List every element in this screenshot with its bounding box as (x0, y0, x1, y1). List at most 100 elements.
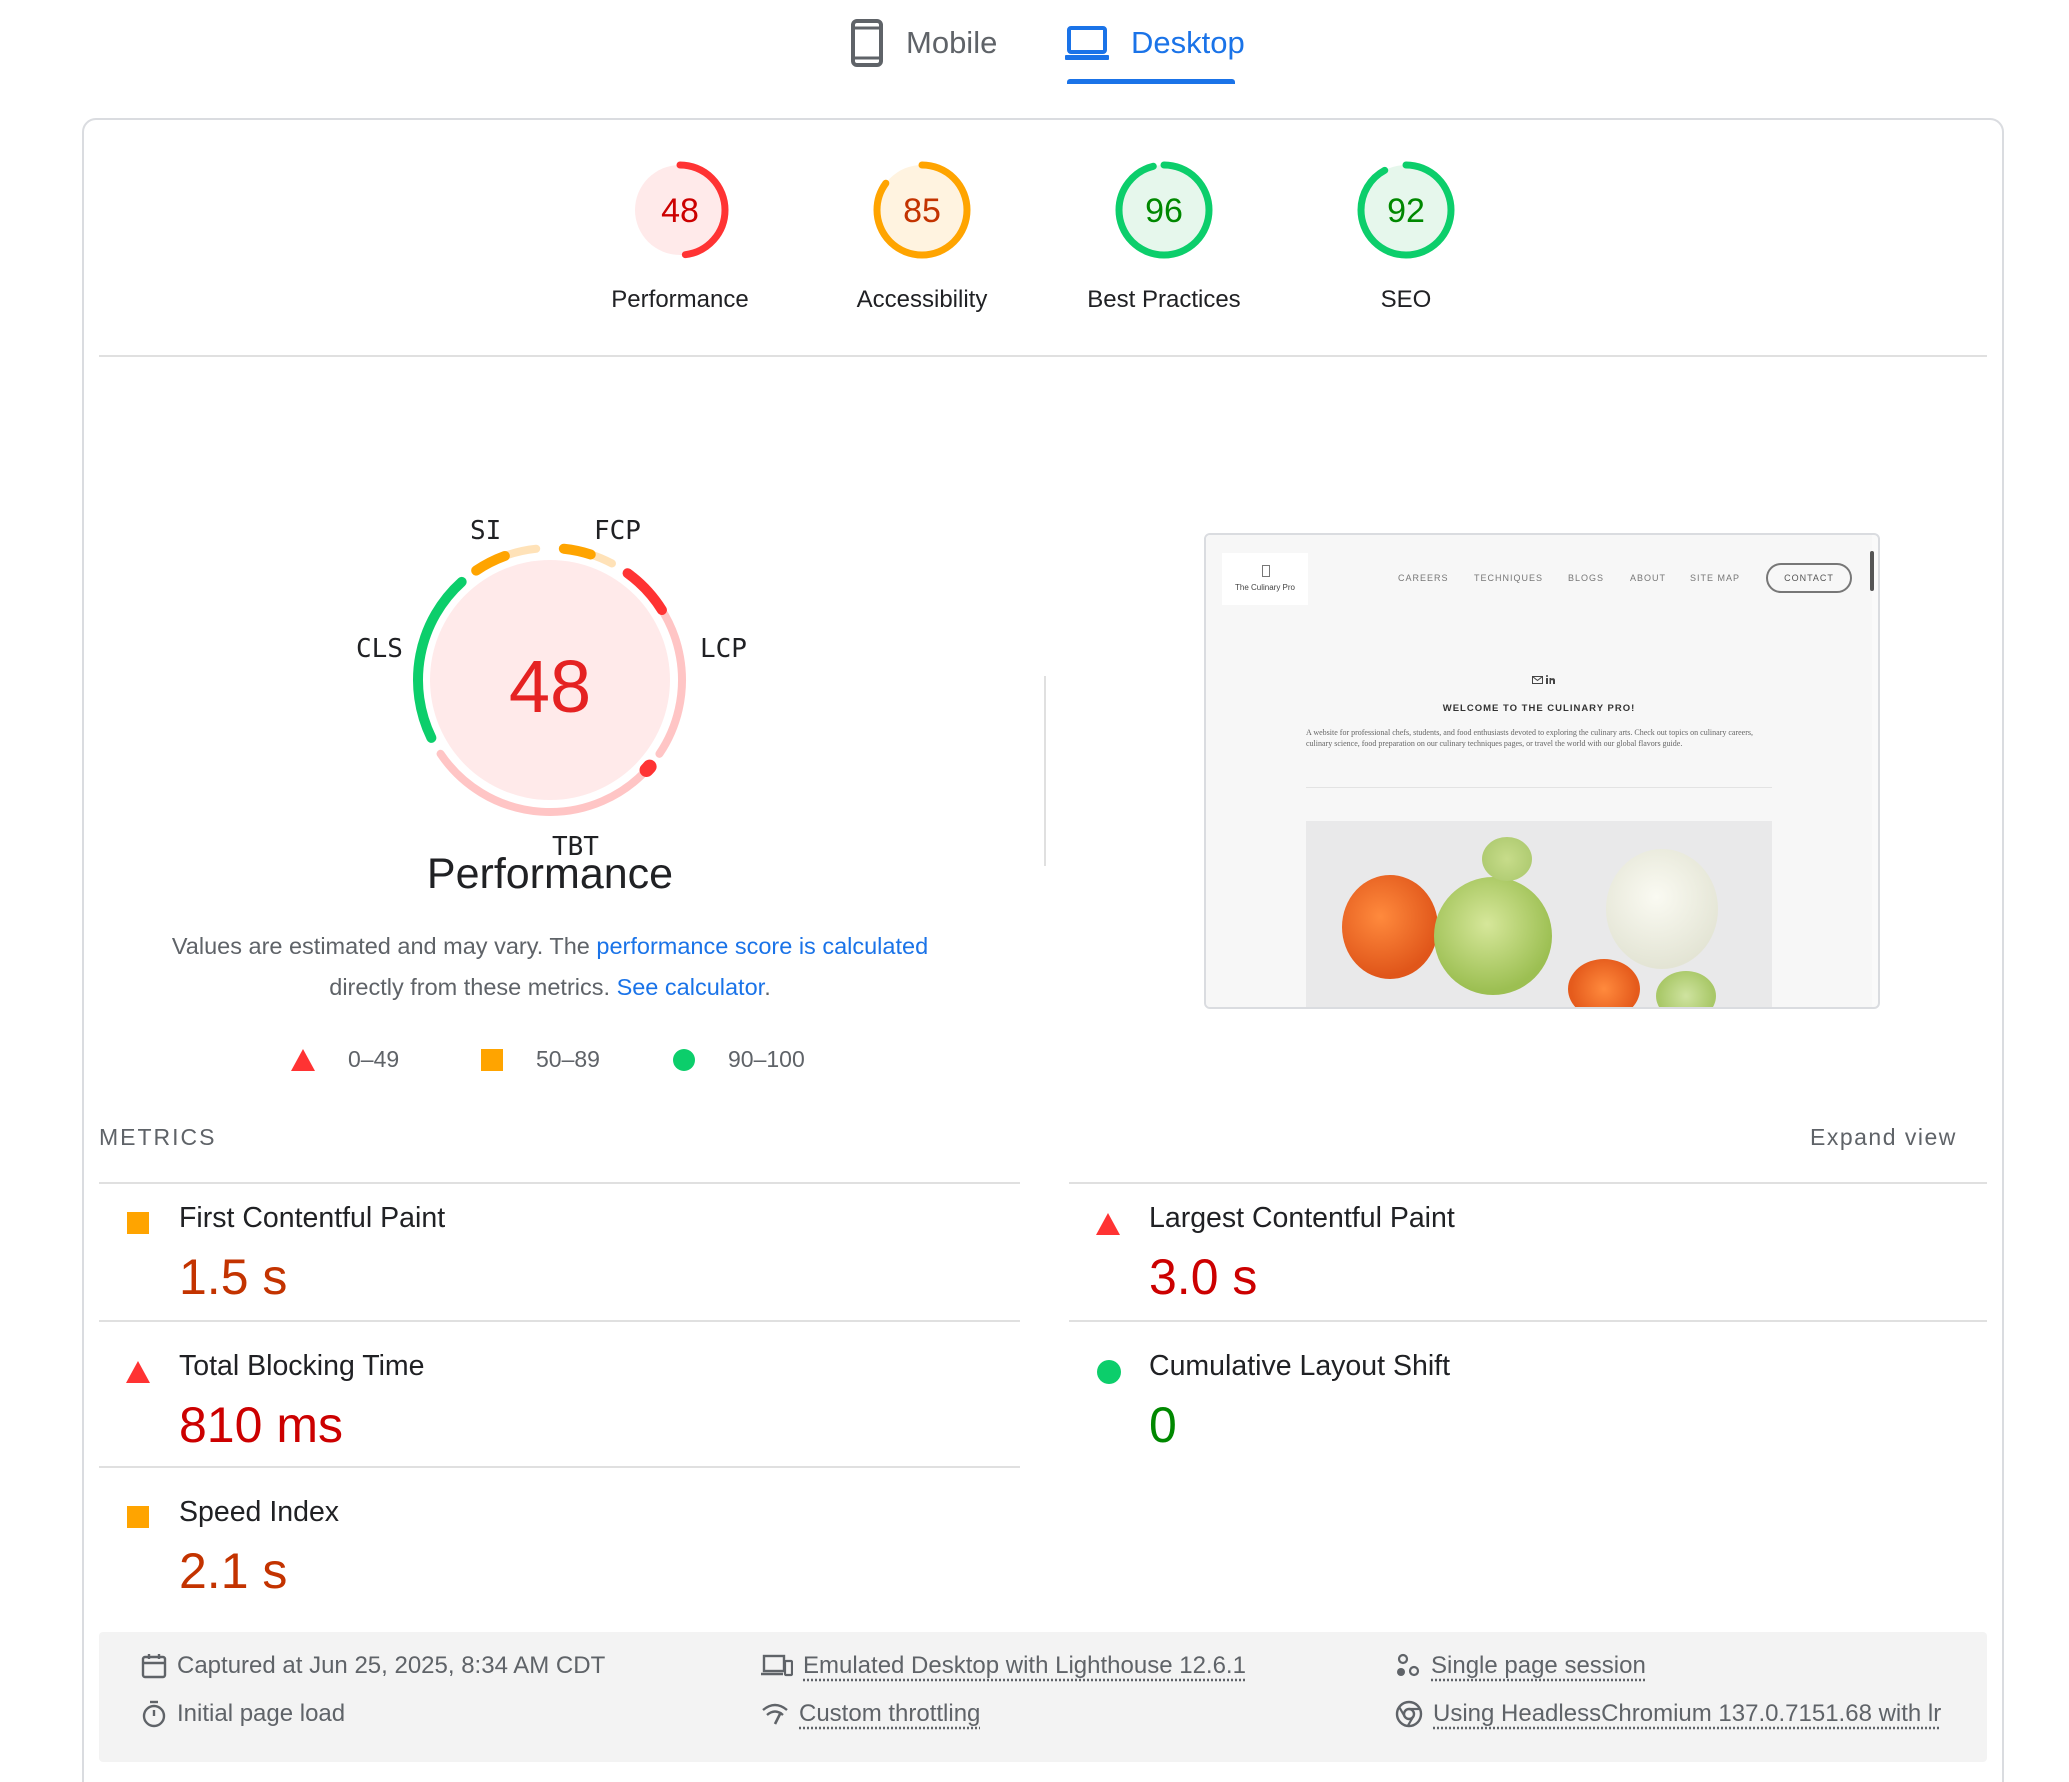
metric-value: 0 (1149, 1397, 1177, 1453)
gauge-best-practices[interactable]: 96 Best Practices (1064, 158, 1264, 314)
tab-desktop[interactable]: Desktop (1065, 8, 1245, 78)
metric-si: Speed Index 2.1 s (99, 1484, 1019, 1624)
site-nav-item: CAREERS (1398, 573, 1449, 583)
expand-view-button[interactable]: Expand view (1810, 1124, 1957, 1150)
site-nav-item: BLOGS (1568, 573, 1605, 583)
score-gauges: 48 Performance 85 Accessibility 96 Best … (0, 158, 2069, 328)
gauge-ring: 92 (1357, 161, 1455, 259)
abbr-cls: CLS (356, 634, 403, 664)
metric-divider (1069, 1182, 1987, 1184)
desc-text: Values are estimated and may vary. The (171, 933, 597, 959)
site-logo: The Culinary Pro (1222, 553, 1308, 605)
tab-mobile[interactable]: Mobile (850, 8, 997, 78)
triangle-icon (291, 1048, 315, 1071)
metric-name: Total Blocking Time (179, 1350, 425, 1382)
gauge-seo[interactable]: 92 SEO (1306, 158, 1506, 314)
session-icon (1397, 1653, 1420, 1677)
metric-divider (99, 1466, 1020, 1468)
device-tabs: Mobile Desktop (0, 0, 2069, 90)
carrot-pile (1342, 875, 1438, 979)
initial-page-load: Initial page load (141, 1700, 345, 1728)
email-icon (1532, 676, 1543, 684)
laptop-icon (1065, 26, 1109, 60)
gauge-ring: 48 (631, 161, 729, 259)
fcp-segment (558, 543, 596, 560)
metric-lcp: Largest Contentful Paint 3.0 s (1069, 1190, 1989, 1330)
metric-value: 2.1 s (179, 1543, 288, 1599)
vertical-divider (1044, 676, 1046, 866)
gauge-score: 48 (661, 192, 699, 230)
custom-throttling[interactable]: Custom throttling (761, 1700, 980, 1728)
captured-at-text: Captured at Jun 25, 2025, 8:34 AM CDT (177, 1652, 606, 1679)
gauge-score: 96 (1145, 192, 1183, 230)
performance-description: Values are estimated and may vary. The p… (160, 926, 940, 1008)
onion-pile (1606, 849, 1718, 969)
site-nav-item: SITE MAP (1690, 573, 1741, 583)
gauge-ring: 96 (1115, 161, 1213, 259)
network-throttle-icon (762, 1703, 788, 1725)
gauge-score: 85 (903, 192, 941, 230)
see-calculator-link[interactable]: See calculator (616, 974, 765, 1000)
legend-fail: 0–49 (290, 1046, 399, 1073)
legend-average-label: 50–89 (536, 1046, 600, 1072)
metric-name: Speed Index (179, 1496, 340, 1528)
square-icon (127, 1212, 149, 1234)
gauge-label: SEO (1380, 286, 1432, 313)
site-heading: WELCOME TO THE CULINARY PRO! (1442, 703, 1636, 714)
metric-value: 1.5 s (179, 1249, 288, 1305)
triangle-icon (1096, 1213, 1120, 1235)
celery-pile (1656, 971, 1716, 1007)
desc-text: directly from these metrics. (329, 974, 617, 1000)
runtime-settings: Captured at Jun 25, 2025, 8:34 AM CDT In… (99, 1632, 1987, 1762)
calendar-icon (141, 1654, 167, 1679)
emulated-device[interactable]: Emulated Desktop with Lighthouse 12.6.1 (761, 1652, 1246, 1680)
emulated-device-text: Emulated Desktop with Lighthouse 12.6.1 (803, 1652, 1246, 1679)
legend-pass-label: 90–100 (728, 1046, 805, 1072)
square-icon (127, 1506, 149, 1528)
metric-divider (99, 1320, 1020, 1322)
section-divider (99, 355, 1987, 357)
metric-value: 810 ms (179, 1397, 343, 1453)
score-legend: 0–49 50–89 90–100 (290, 1046, 850, 1086)
square-icon (481, 1048, 503, 1071)
celery-pile (1434, 877, 1552, 995)
gauge-performance[interactable]: 48 Performance (580, 158, 780, 314)
site-nav-item: ABOUT (1630, 573, 1667, 583)
score-calculated-link[interactable]: performance score is calculated (596, 933, 929, 959)
tbt-segment (639, 759, 657, 778)
phone-icon (851, 19, 883, 67)
timer-icon (142, 1700, 166, 1728)
single-page-session-text: Single page session (1431, 1652, 1646, 1679)
social-icons (1532, 675, 1555, 686)
tab-desktop-label: Desktop (1131, 25, 1245, 60)
single-page-session[interactable]: Single page session (1395, 1652, 1646, 1680)
site-nav-item: TECHNIQUES (1474, 573, 1544, 583)
metric-name: Cumulative Layout Shift (1149, 1350, 1450, 1382)
metrics-heading: METRICS (99, 1124, 217, 1150)
browser-version[interactable]: Using HeadlessChromium 137.0.7151.68 wit… (1395, 1700, 1941, 1728)
metric-name: Largest Contentful Paint (1149, 1202, 1455, 1234)
logo-mark (1262, 565, 1270, 577)
performance-title: Performance (426, 850, 674, 898)
performance-score: 48 (509, 645, 591, 728)
gauge-accessibility[interactable]: 85 Accessibility (822, 158, 1022, 314)
linkedin-icon (1545, 675, 1555, 684)
tbt-segment-track (436, 749, 653, 816)
browser-version-text: Using HeadlessChromium 137.0.7151.68 wit… (1433, 1700, 1942, 1727)
gauge-fill (430, 560, 670, 800)
screenshot-page: The Culinary Pro CAREERS TECHNIQUES BLOG… (1206, 535, 1874, 1007)
abbr-fcp: FCP (594, 516, 641, 546)
devices-icon (761, 1654, 793, 1677)
final-screenshot[interactable]: The Culinary Pro CAREERS TECHNIQUES BLOG… (1204, 533, 1880, 1009)
performance-gauge-ring: 48 (413, 543, 686, 816)
custom-throttling-text: Custom throttling (799, 1700, 981, 1727)
active-tab-indicator (1067, 79, 1235, 84)
carrot-pile (1568, 959, 1640, 1007)
performance-gauge: 48 SI FCP LCP TBT CLS (330, 500, 770, 880)
circle-icon (673, 1048, 695, 1071)
vegetables-photo (1306, 821, 1772, 1007)
tab-mobile-label: Mobile (906, 25, 998, 60)
legend-fail-label: 0–49 (348, 1046, 400, 1072)
abbr-si: SI (470, 516, 502, 546)
celery-pile (1482, 837, 1532, 881)
